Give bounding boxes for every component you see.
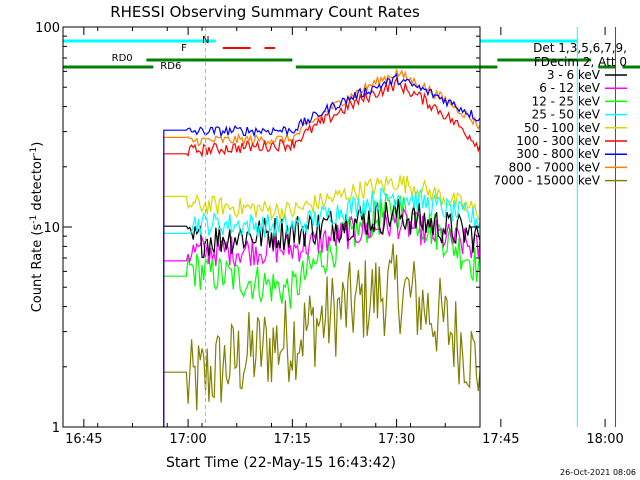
series-line <box>163 206 480 427</box>
y-tick-label: 10 <box>43 221 60 236</box>
x-axis-label: Start Time (22-May-15 16:43:42) <box>166 455 396 471</box>
legend: Det 1,3,5,6,7,9, FDecim 2, Att 0 3 - 6 k… <box>493 41 627 188</box>
flags-layer: N F RD0 RD6 <box>63 27 640 427</box>
series-line <box>163 72 480 427</box>
flag-label-f: F <box>181 43 187 54</box>
series-line <box>163 67 480 427</box>
legend-entry-label: 6 - 12 keV <box>539 81 601 95</box>
x-tick-label: 16:45 <box>65 432 102 447</box>
legend-entry-label: 800 - 7000 keV <box>509 160 601 174</box>
series-line <box>163 243 480 427</box>
legend-entry-label: 3 - 6 keV <box>547 68 601 82</box>
legend-entry-label: 50 - 100 keV <box>524 121 601 135</box>
legend-header-line-2: FDecim 2, Att 0 <box>534 55 627 69</box>
series-line <box>163 76 480 427</box>
series-line <box>163 175 480 427</box>
axis-ticks: 16:4517:0017:1517:3017:4518:0018:1510010… <box>35 21 624 447</box>
series-layer <box>163 67 480 427</box>
x-tick-label: 17:15 <box>274 432 311 447</box>
x-tick-label: 17:00 <box>169 432 206 447</box>
y-axis-label: Count Rate (s-1 detector-1) <box>29 142 45 313</box>
series-line <box>163 187 480 427</box>
flag-label-rd0: RD0 <box>112 53 133 64</box>
chart-title: RHESSI Observing Summary Count Rates <box>110 3 420 21</box>
legend-entry-label: 25 - 50 keV <box>532 108 601 122</box>
generated-timestamp: 26-Oct-2021 08:06 <box>560 468 636 477</box>
series-line <box>163 198 480 427</box>
series-line <box>163 193 480 427</box>
x-tick-label: 18:00 <box>586 432 623 447</box>
legend-entry-label: 300 - 800 keV <box>516 147 600 161</box>
legend-header-line-1: Det 1,3,5,6,7,9, <box>533 41 627 55</box>
x-tick-label: 17:45 <box>482 432 519 447</box>
legend-entry-label: 7000 - 15000 keV <box>493 174 600 188</box>
y-tick-label: 1 <box>52 421 60 436</box>
x-tick-label: 17:30 <box>378 432 415 447</box>
y-tick-label: 100 <box>35 21 60 36</box>
legend-entry-label: 12 - 25 keV <box>532 94 601 108</box>
legend-entry-label: 100 - 300 keV <box>516 134 600 148</box>
flag-label-rd6: RD6 <box>160 61 181 72</box>
flag-label-n: N <box>202 35 209 46</box>
